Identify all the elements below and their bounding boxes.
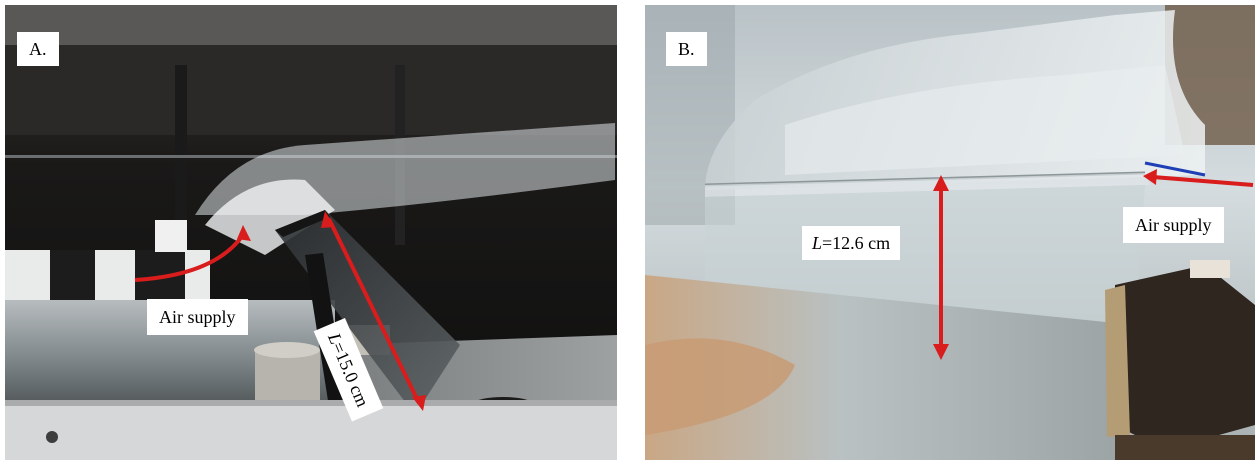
air-supply-arrow: [134, 233, 245, 282]
length-label: L=12.6 cm: [802, 226, 901, 260]
panel-a-tag: A.: [17, 32, 59, 66]
photo-panel-a: A. Air supply L=15.0 cm: [5, 5, 617, 460]
air-supply-arrow: [1152, 175, 1254, 187]
panel-b-photo: [645, 5, 1255, 460]
length-arrow: [327, 218, 421, 404]
length-value: =12.6 cm: [822, 233, 891, 253]
length-symbol: L: [812, 233, 823, 253]
panel-b-tag: B.: [666, 32, 707, 66]
air-supply-label: Air supply: [147, 299, 248, 335]
air-supply-label: Air supply: [1123, 207, 1224, 243]
panel-a-photo: [5, 5, 617, 460]
photo-panel-b: B. Air supply L=12.6 cm: [645, 5, 1255, 460]
